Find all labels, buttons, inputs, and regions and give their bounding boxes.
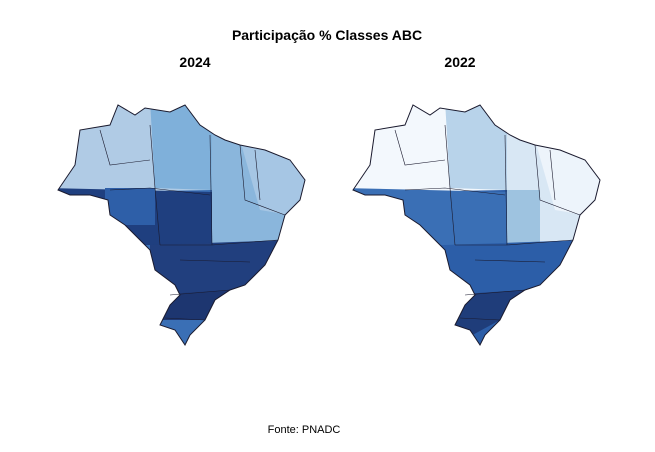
map-2022: [352, 104, 601, 346]
panel-title: 2022: [444, 54, 475, 70]
source-note: Fonte: PNADC: [268, 424, 341, 436]
chart-title: Participação % Classes ABC: [232, 27, 422, 43]
panel-title: 2024: [179, 54, 210, 70]
map-2024: [57, 104, 306, 346]
